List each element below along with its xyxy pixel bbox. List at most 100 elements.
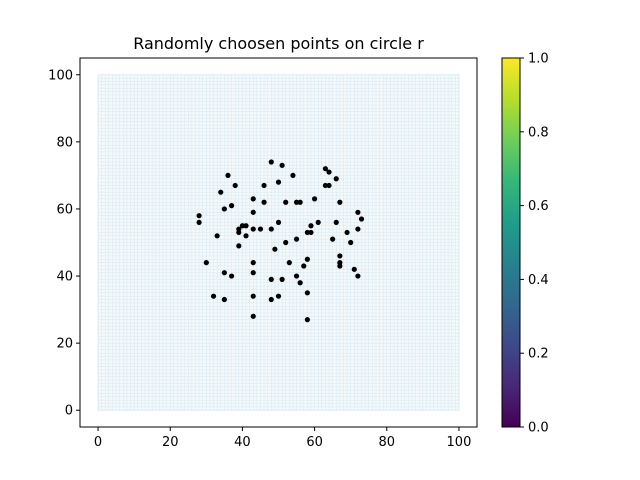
scatter-point — [250, 196, 256, 202]
scatter-point — [272, 246, 278, 252]
scatter-point — [348, 239, 354, 246]
scatter-point — [243, 223, 249, 229]
scatter-point — [333, 176, 339, 182]
scatter-point — [236, 243, 242, 249]
scatter-point — [250, 313, 256, 319]
x-tick-label: 20 — [162, 435, 179, 450]
scatter-point — [304, 317, 310, 323]
scatter-point — [311, 196, 318, 202]
scatter-point — [261, 199, 267, 205]
y-axis: 0 20 40 60 80 100 — [48, 68, 80, 419]
scatter-point — [286, 260, 292, 266]
scatter-point — [203, 260, 209, 266]
scatter-point — [304, 229, 310, 236]
x-tick-label: 40 — [234, 435, 251, 450]
scatter-point — [232, 182, 238, 189]
scatter-points — [196, 159, 365, 323]
scatter-point — [228, 273, 235, 279]
scatter-point — [283, 199, 289, 205]
scatter-point — [268, 159, 274, 165]
colorbar-gradient — [502, 58, 520, 427]
scatter-point — [301, 263, 307, 269]
scatter-point — [225, 172, 231, 179]
scatter-point — [218, 189, 224, 195]
colorbar: 0.0 0.2 0.4 0.6 0.8 1.0 — [501, 52, 549, 436]
colorbar-tick-label: 0.2 — [528, 347, 549, 362]
x-axis: 0 20 40 60 80 100 — [94, 427, 471, 450]
scatter-point — [221, 296, 227, 303]
x-tick-label: 60 — [306, 435, 323, 450]
scatter-point — [337, 199, 343, 205]
scatter-point — [221, 206, 227, 212]
scatter-point — [322, 182, 329, 189]
scatter-point — [214, 233, 220, 239]
scatter-point — [304, 256, 310, 262]
scatter-point — [297, 280, 303, 286]
scatter-point — [283, 239, 289, 246]
scatter-point — [308, 223, 314, 229]
y-tick-label: 80 — [56, 135, 73, 150]
x-tick-label: 80 — [378, 435, 395, 450]
scatter-point — [221, 270, 227, 276]
scatter-point — [243, 233, 249, 239]
scatter-point — [275, 293, 282, 299]
scatter-point — [330, 236, 336, 242]
y-tick-label: 20 — [56, 337, 73, 352]
scatter-point — [275, 179, 282, 185]
colorbar-frame — [501, 57, 521, 428]
scatter-point — [250, 270, 256, 276]
colorbar-axis: 0.0 0.2 0.4 0.6 0.8 1.0 — [520, 52, 549, 436]
scatter-point — [315, 219, 321, 225]
y-tick-label: 100 — [48, 68, 73, 83]
colorbar-tick-label: 0.0 — [528, 421, 549, 436]
scatter-point — [268, 296, 274, 303]
scatter-point — [290, 172, 296, 179]
scatter-point — [351, 266, 357, 272]
scatter-point — [355, 273, 361, 279]
scatter-point — [268, 226, 274, 232]
scatter-point — [326, 182, 332, 189]
colorbar-tick-label: 1.0 — [528, 52, 549, 67]
plot-frame — [79, 57, 478, 428]
scatter-point — [297, 199, 303, 205]
y-tick-label: 0 — [65, 404, 73, 419]
scatter-point — [358, 216, 365, 222]
scatter-point — [293, 199, 300, 205]
scatter-point — [337, 253, 343, 259]
colorbar-tick-label: 0.8 — [528, 125, 549, 140]
scatter-point — [268, 276, 274, 282]
scatter-point — [308, 229, 314, 236]
colorbar-tick-label: 0.4 — [528, 273, 549, 288]
scatter-point — [210, 293, 217, 299]
colorbar-tick-label: 0.6 — [528, 199, 549, 214]
scatter-point — [322, 166, 329, 172]
scatter-point — [250, 293, 256, 299]
scatter-point — [344, 229, 350, 236]
background-grid — [97, 74, 460, 411]
x-tick-label: 100 — [447, 435, 472, 450]
scatter-point — [250, 209, 256, 215]
scatter-point — [293, 273, 300, 279]
scatter-point — [257, 226, 264, 232]
x-tick-label: 0 — [94, 435, 102, 450]
scatter-point — [236, 229, 242, 236]
y-tick-label: 40 — [56, 270, 73, 285]
scatter-point — [279, 162, 285, 168]
scatter-point — [279, 276, 285, 282]
scatter-point — [196, 213, 202, 219]
plot-area — [79, 57, 478, 428]
scatter-point — [326, 169, 332, 175]
scatter-point — [304, 290, 310, 296]
scatter-point — [228, 203, 235, 209]
scatter-point — [293, 236, 300, 242]
scatter-point — [337, 263, 343, 269]
scatter-point — [333, 219, 339, 225]
scatter-point — [261, 182, 267, 189]
scatter-point — [250, 226, 256, 232]
scatter-point — [239, 223, 246, 229]
y-tick-label: 60 — [56, 202, 73, 217]
scatter-point — [196, 219, 202, 225]
scatter-point — [355, 226, 361, 232]
scatter-point — [275, 219, 282, 225]
